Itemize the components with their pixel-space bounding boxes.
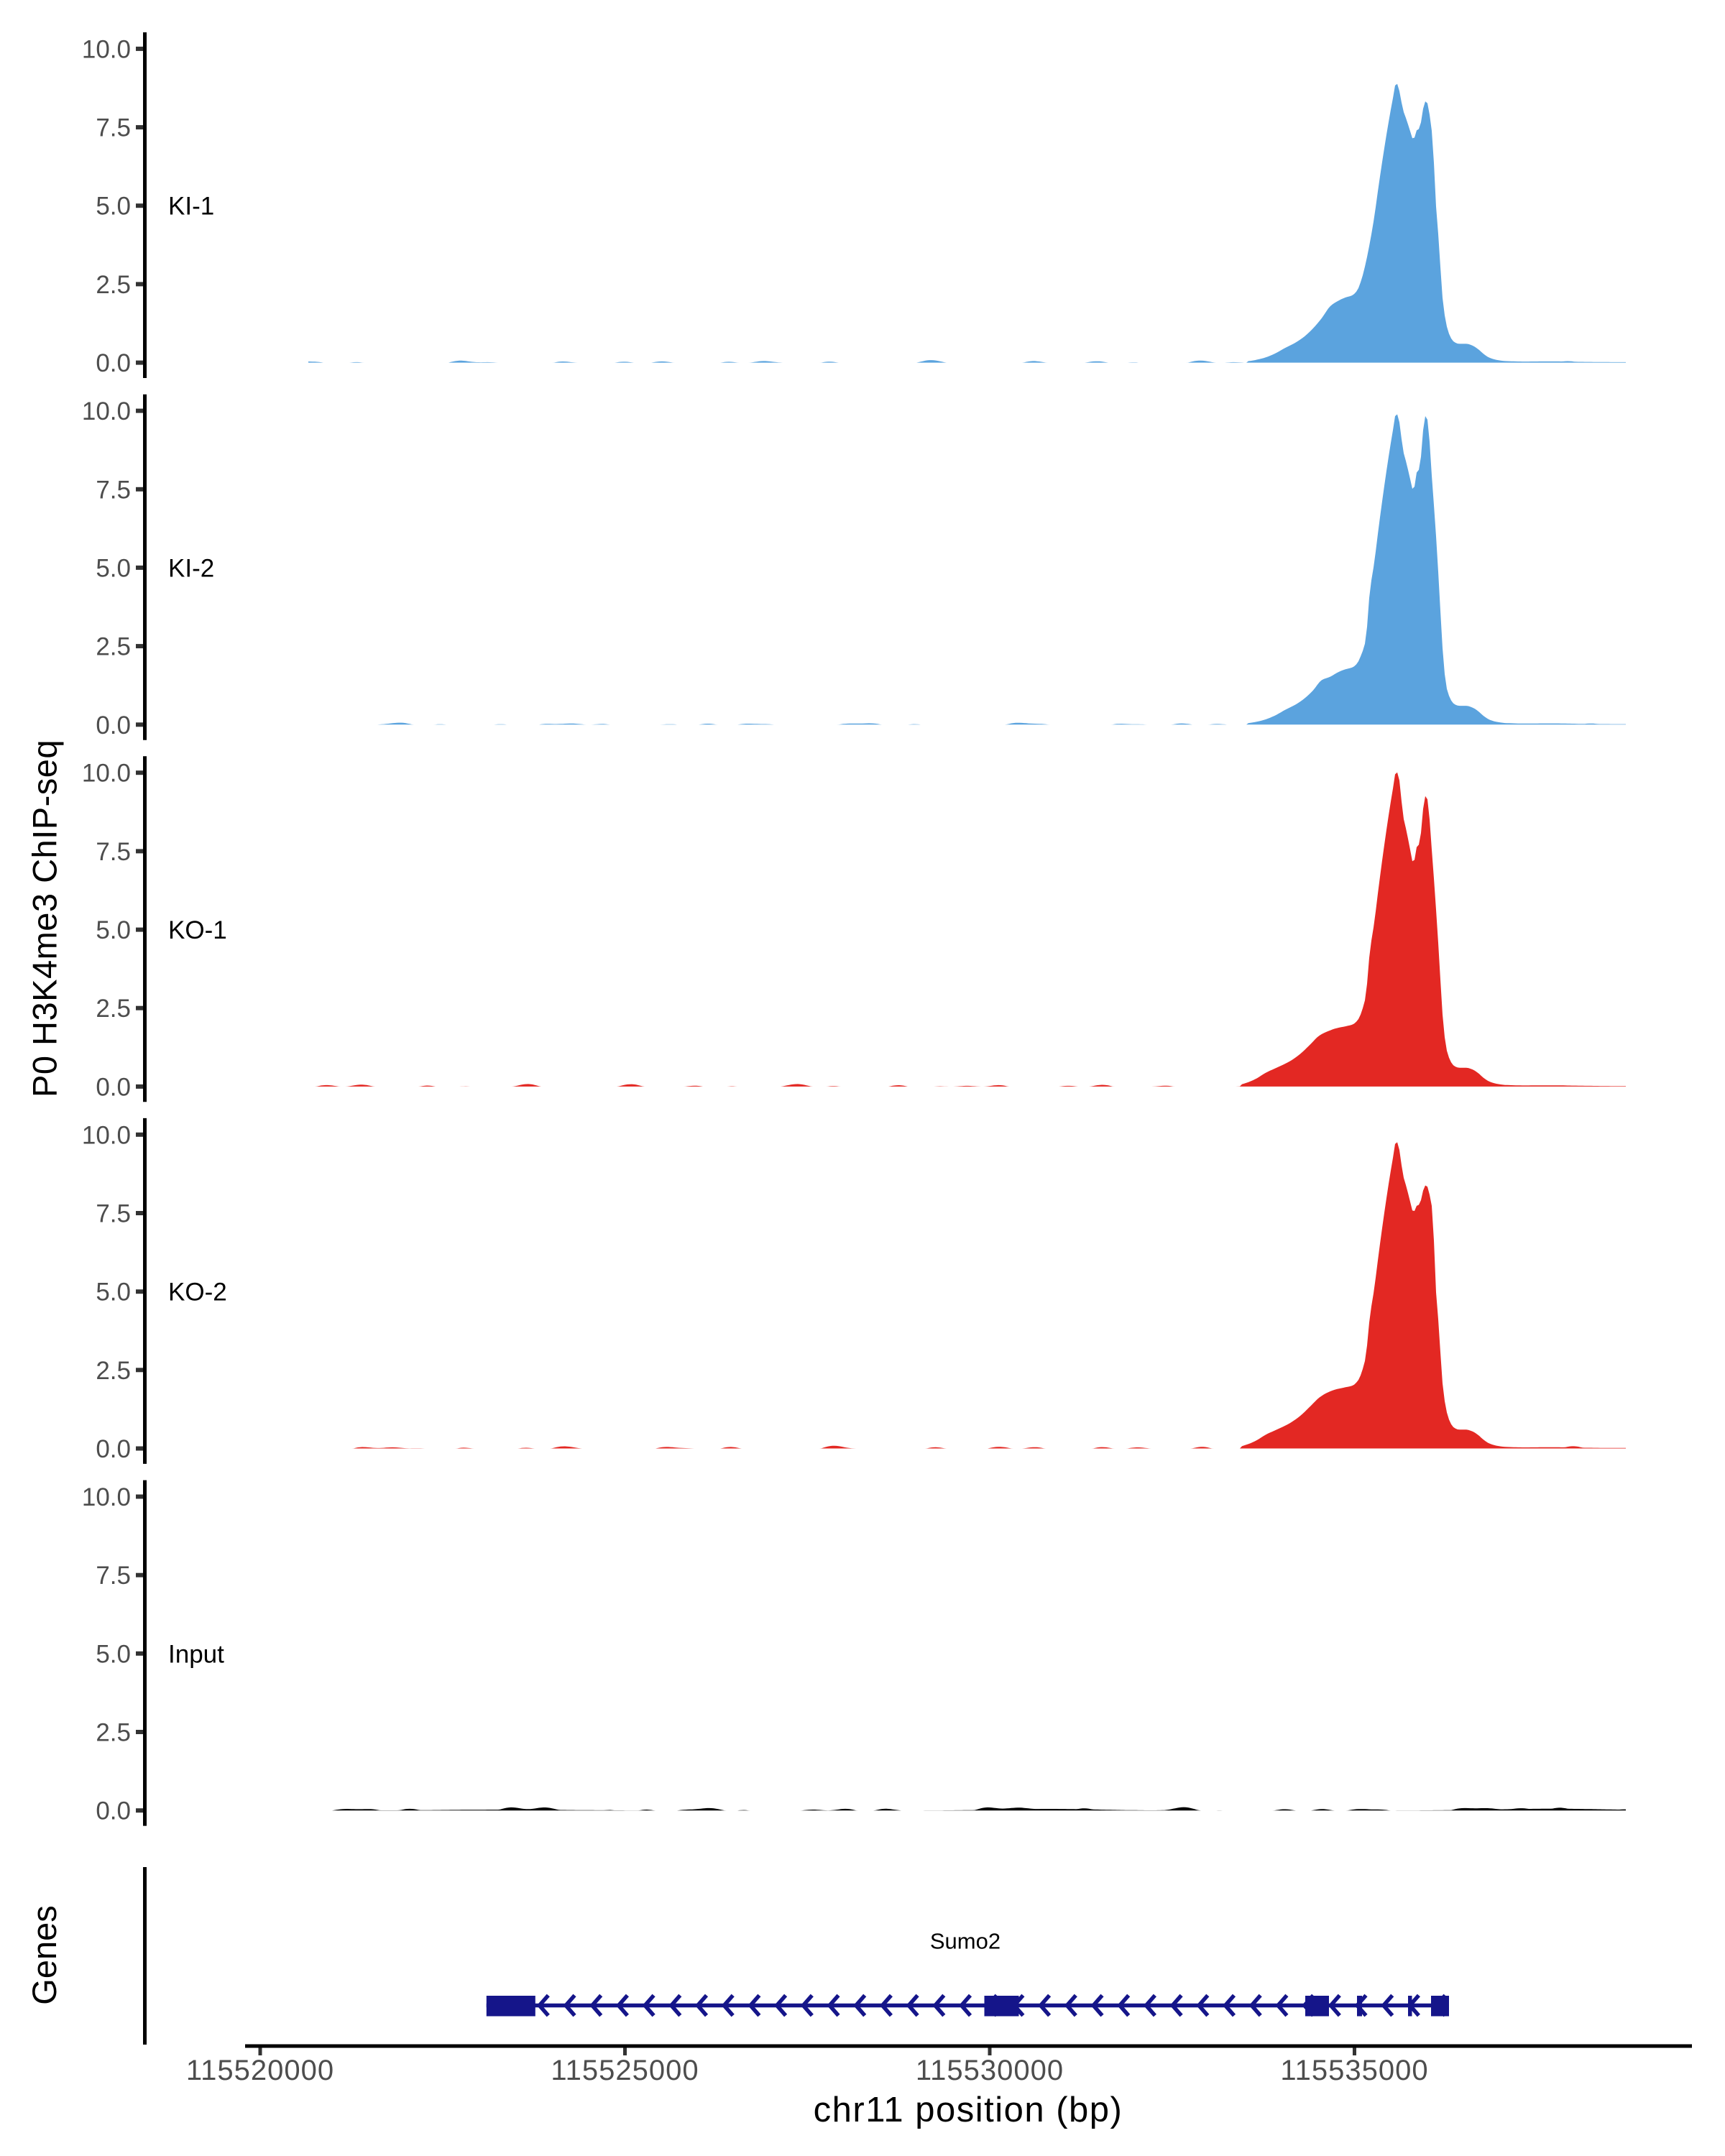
svg-text:5.0: 5.0 — [96, 1279, 131, 1307]
svg-text:0.0: 0.0 — [96, 1435, 131, 1463]
svg-text:0.0: 0.0 — [96, 1073, 131, 1101]
svg-text:115530000: 115530000 — [916, 2055, 1064, 2086]
svg-text:5.0: 5.0 — [96, 916, 131, 944]
svg-text:2.5: 2.5 — [96, 633, 131, 661]
svg-text:115520000: 115520000 — [186, 2055, 334, 2086]
svg-text:5.0: 5.0 — [96, 1640, 131, 1668]
svg-text:KI-1: KI-1 — [168, 193, 214, 221]
svg-text:KO-1: KO-1 — [168, 916, 227, 944]
svg-text:Input: Input — [168, 1640, 224, 1668]
svg-text:Sumo2: Sumo2 — [930, 1929, 1000, 1954]
svg-text:Genes: Genes — [25, 1905, 63, 2004]
svg-text:10.0: 10.0 — [82, 35, 131, 63]
svg-text:P0 H3K4me3 ChIP-seq: P0 H3K4me3 ChIP-seq — [26, 740, 64, 1097]
svg-text:2.5: 2.5 — [96, 1719, 131, 1747]
svg-text:10.0: 10.0 — [82, 1483, 131, 1511]
svg-text:7.5: 7.5 — [96, 1200, 131, 1228]
svg-text:7.5: 7.5 — [96, 1562, 131, 1590]
svg-text:7.5: 7.5 — [96, 838, 131, 866]
svg-text:7.5: 7.5 — [96, 114, 131, 142]
svg-text:chr11 position (bp): chr11 position (bp) — [814, 2091, 1123, 2129]
svg-text:10.0: 10.0 — [82, 397, 131, 425]
svg-text:2.5: 2.5 — [96, 271, 131, 299]
svg-text:2.5: 2.5 — [96, 1357, 131, 1385]
svg-text:0.0: 0.0 — [96, 711, 131, 740]
svg-text:2.5: 2.5 — [96, 995, 131, 1023]
svg-text:10.0: 10.0 — [82, 760, 131, 788]
svg-text:115525000: 115525000 — [551, 2055, 699, 2086]
svg-text:0.0: 0.0 — [96, 349, 131, 377]
svg-text:5.0: 5.0 — [96, 193, 131, 221]
svg-text:10.0: 10.0 — [82, 1121, 131, 1149]
svg-text:KO-2: KO-2 — [168, 1279, 227, 1307]
svg-text:115535000: 115535000 — [1280, 2055, 1428, 2086]
svg-text:0.0: 0.0 — [96, 1797, 131, 1825]
svg-text:5.0: 5.0 — [96, 554, 131, 582]
svg-text:7.5: 7.5 — [96, 476, 131, 504]
svg-text:KI-2: KI-2 — [168, 554, 214, 582]
